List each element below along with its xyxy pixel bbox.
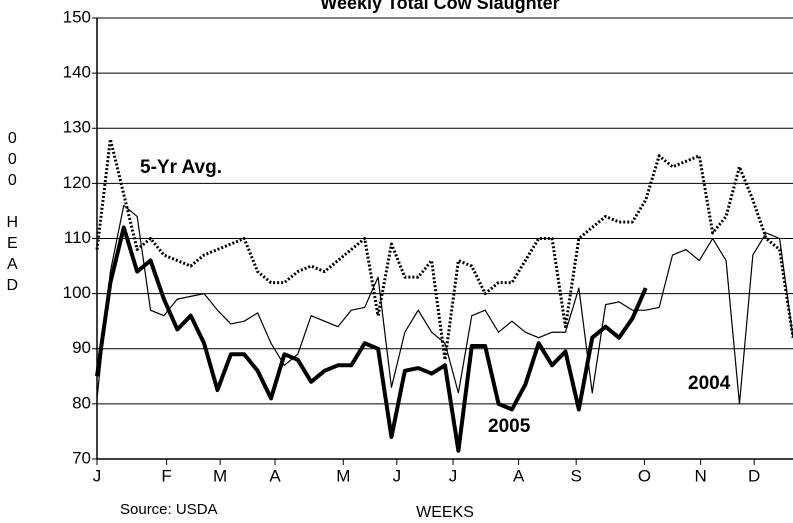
y-tick-label: 110 [64, 228, 91, 247]
x-tick-label: A [269, 466, 281, 485]
y-tick-label: 150 [63, 7, 91, 26]
y-tick-label: 90 [72, 338, 91, 357]
series-label: 2004 [688, 373, 731, 394]
x-tick-label: M [213, 466, 227, 485]
x-tick-label: J [449, 466, 458, 485]
y-tick-label: 130 [63, 118, 91, 137]
x-tick-label: D [748, 466, 760, 485]
x-tick-label: N [695, 466, 707, 485]
y-axis-label: 000 HEAD [4, 130, 21, 298]
y-tick-label: 120 [63, 173, 91, 192]
x-tick-label: M [336, 466, 350, 485]
source: Source: USDA [120, 501, 218, 518]
x-tick-label: J [93, 466, 102, 485]
y-tick-label: 70 [72, 448, 91, 467]
y-tick-label: 100 [63, 283, 91, 302]
series-label: 2005 [488, 416, 531, 437]
x-tick-label: S [570, 466, 581, 485]
x-tick-label: J [393, 466, 402, 485]
x-axis-label: WEEKS [416, 504, 474, 521]
x-tick-label: A [513, 466, 525, 485]
chart-title: Weekly Total Cow Slaughter [320, 0, 559, 13]
y-tick-label: 140 [63, 63, 91, 82]
y-tick-label: 80 [72, 393, 91, 412]
series-line [96, 204, 793, 405]
x-tick-label: O [638, 466, 651, 485]
series-line [95, 225, 648, 453]
series-label: 5-Yr Avg. [140, 157, 222, 178]
x-tick-label: F [161, 466, 171, 485]
